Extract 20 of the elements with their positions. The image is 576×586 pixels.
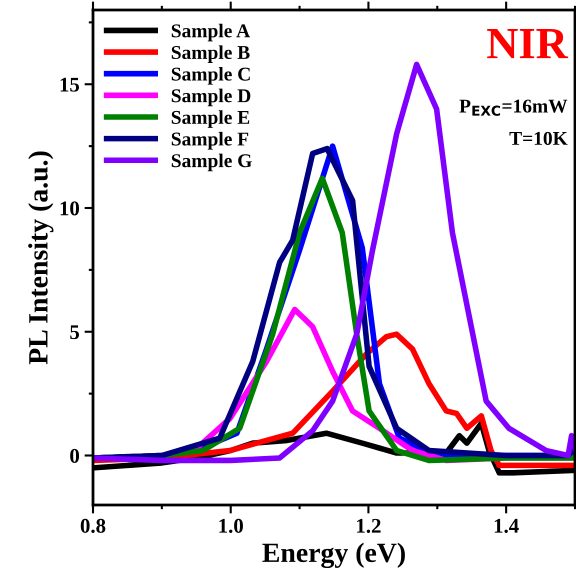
legend-label: Sample F [172, 132, 248, 150]
legend-label: Sample C [172, 67, 250, 85]
legend-label: Sample G [172, 154, 252, 172]
x-tick-label: 0.8 [80, 518, 106, 533]
annotation: NIR [487, 29, 568, 58]
legend-label: Sample D [172, 88, 250, 106]
x-tick-label: 1.4 [494, 518, 519, 533]
x-tick-label: 1.0 [219, 518, 243, 533]
annotation: T=10K [509, 132, 568, 145]
x-axis-title: Energy (eV) [262, 542, 405, 568]
legend-label: Sample B [172, 45, 250, 64]
y-tick-label: 0 [70, 448, 80, 463]
y-axis-title: PL Intensity (a.u.) [28, 151, 54, 364]
y-tick-label: 10 [60, 201, 80, 216]
y-tick-label: 15 [60, 78, 80, 92]
x-tick-label: 1.2 [357, 518, 381, 533]
annotation: P$_{EXC}$=16mW [459, 100, 568, 116]
legend-label: Sample E [172, 110, 250, 128]
legend-label: Sample A [172, 24, 250, 42]
y-tick-label: 5 [70, 325, 80, 340]
